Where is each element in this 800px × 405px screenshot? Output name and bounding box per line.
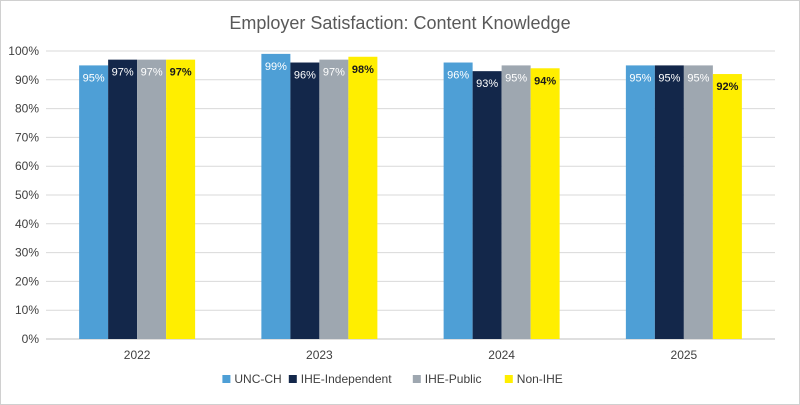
bar-non-ihe-2023 [348, 56, 378, 339]
y-axis: 0% 10% 20% 30% 40% 50% 60% 70% 80% 90% 100% [8, 44, 39, 346]
bar-ihe-public-2025 [683, 65, 713, 340]
bar-unc-ch-2022 [79, 65, 109, 340]
bar-unc-ch-2025 [625, 65, 655, 340]
y-tick-label: 30% [15, 246, 39, 260]
bar-ihe-independent-2024 [472, 71, 502, 339]
y-tick-label: 100% [8, 44, 39, 58]
data-label: 95% [629, 72, 651, 84]
data-label: 99% [265, 61, 287, 73]
data-label: 95% [83, 72, 105, 84]
data-label: 95% [658, 72, 680, 84]
bars: 95% 97% 97% 97% 99% 96% 97% 98% 96% 93% 95% 94% 95% 9… [79, 53, 742, 340]
y-tick-label: 60% [15, 159, 39, 173]
y-tick-label: 70% [15, 130, 39, 144]
bar-ihe-independent-2025 [654, 65, 684, 340]
y-tick-label: 10% [15, 303, 39, 317]
data-label: 94% [534, 75, 556, 87]
bar-ihe-public-2023 [319, 59, 349, 339]
legend-label: Non-IHE [517, 372, 563, 386]
y-tick-label: 80% [15, 102, 39, 116]
legend-swatch [504, 375, 513, 383]
data-label: 96% [447, 70, 469, 82]
bar-ihe-independent-2023 [290, 62, 320, 340]
y-tick-label: 90% [15, 73, 39, 87]
x-axis: 2022 2023 2024 2025 [124, 348, 698, 362]
bar-unc-ch-2023 [261, 53, 291, 339]
data-label: 95% [687, 72, 709, 84]
legend-label: IHE-Independent [301, 372, 392, 386]
bar-non-ihe-2022 [166, 59, 196, 339]
data-label: 93% [476, 78, 498, 90]
bar-ihe-public-2022 [137, 59, 167, 339]
bar-unc-ch-2024 [443, 62, 473, 340]
y-tick-label: 20% [15, 274, 39, 288]
legend-swatch [222, 375, 231, 383]
x-tick-label: 2022 [124, 348, 151, 362]
legend-swatch [412, 375, 421, 383]
data-label: 97% [141, 67, 163, 79]
data-label: 98% [352, 64, 374, 76]
bar-non-ihe-2024 [530, 68, 560, 339]
x-tick-label: 2023 [306, 348, 333, 362]
data-label: 97% [170, 67, 192, 79]
bar-non-ihe-2025 [712, 74, 742, 339]
bar-ihe-independent-2022 [108, 59, 138, 339]
data-label: 97% [323, 67, 345, 79]
legend-swatch [288, 375, 297, 383]
legend-label: IHE-Public [425, 372, 482, 386]
y-tick-label: 50% [15, 188, 39, 202]
data-label: 95% [505, 72, 527, 84]
x-tick-label: 2025 [671, 348, 698, 362]
y-tick-label: 40% [15, 217, 39, 231]
legend-label: UNC-CH [234, 372, 281, 386]
data-label: 97% [112, 67, 134, 79]
bar-ihe-public-2024 [501, 65, 531, 340]
data-label: 92% [716, 81, 738, 93]
y-tick-label: 0% [22, 332, 40, 346]
x-tick-label: 2024 [488, 348, 515, 362]
data-label: 96% [294, 70, 316, 82]
legend: UNC-CH IHE-Independent IHE-Public Non-IHE [222, 372, 563, 386]
chart-title: Employer Satisfaction: Content Knowledge [229, 13, 570, 33]
